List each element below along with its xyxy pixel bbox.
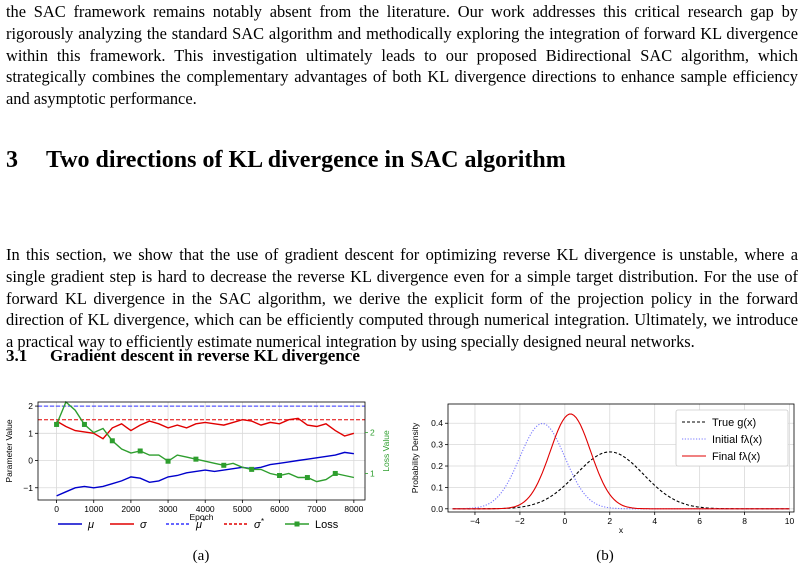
loss-marker	[109, 438, 115, 444]
x-tick-label: 0	[562, 516, 567, 526]
plot-frame	[447, 403, 795, 513]
legend-label: σ*	[254, 517, 265, 531]
subsection-heading: 3.1 Gradient descent in reverse KL diverg…	[6, 346, 360, 366]
subsection-title: Gradient descent in reverse KL divergenc…	[50, 346, 360, 365]
legend-label: Initial fλ(x)	[712, 434, 762, 446]
chart-probability-density: −4 −2 0 2 4 6 8 10 0.0 0.1 0.2 0.3 0.4 x Probability D…	[410, 403, 795, 535]
paragraph-intro: the SAC framework remains notably absent…	[6, 2, 798, 109]
legend-label: True g(x)	[712, 417, 756, 429]
loss-marker	[81, 421, 87, 427]
y-tick-label: 0	[28, 456, 33, 466]
paragraph-section: In this section, we show that the use of…	[6, 245, 798, 352]
loss-marker	[193, 456, 199, 462]
legend-label: σ	[140, 519, 147, 531]
y-tick-label: 1	[28, 428, 33, 438]
loss-marker	[332, 470, 338, 476]
legend-box	[675, 409, 789, 467]
x-tick-label: 3000	[159, 504, 178, 514]
y-tick-label: −1	[23, 483, 33, 493]
y-axis-label: Parameter Value	[4, 419, 14, 482]
y-tick-label: 0.4	[431, 418, 443, 428]
x-tick-label: −4	[470, 516, 480, 526]
loss-marker	[249, 466, 255, 472]
x-tick-label: 2	[607, 516, 612, 526]
x-tick-label: 0	[54, 504, 59, 514]
x-tick-label: 2000	[121, 504, 140, 514]
loss-series-line	[55, 400, 355, 483]
section-title: Two directions of KL divergence in SAC a…	[46, 147, 566, 173]
y-right-tick-label: 1	[370, 468, 375, 478]
subsection-number: 3.1	[6, 346, 28, 365]
chart-parameter-loss: 0 1000 2000 3000 4000 5000 6000 7000 8000 −1 0 1 2 1 2…	[4, 400, 391, 531]
x-tick-label: 8000	[344, 504, 363, 514]
legend-label: μ*	[195, 517, 206, 531]
loss-marker	[54, 421, 60, 427]
legend-marker	[294, 521, 300, 527]
y-tick-label: 0.3	[431, 440, 443, 450]
x-tick-label: 8	[742, 516, 747, 526]
figure-b: −4 −2 0 2 4 6 8 10 0.0 0.1 0.2 0.3 0.4 x Probability D…	[406, 396, 802, 546]
x-tick-label: 6	[697, 516, 702, 526]
legend-label: Loss	[315, 519, 339, 531]
caption-a: (a)	[192, 548, 210, 564]
legend-label: μ	[87, 519, 94, 531]
sigma-series-line	[56, 417, 355, 440]
y-right-axis-label: Loss Value	[381, 430, 391, 472]
mu-series-line	[56, 451, 354, 497]
caption-b: (b)	[596, 548, 614, 564]
final-density-curve	[452, 413, 790, 510]
x-tick-label: 1000	[84, 504, 103, 514]
y-axis-label: Probability Density	[410, 422, 420, 493]
y-tick-label: 0.0	[431, 504, 443, 514]
y-tick-label: 0.2	[431, 461, 443, 471]
x-tick-label: 7000	[307, 504, 326, 514]
x-axis-label: Epoch	[189, 512, 213, 522]
legend-label: Final fλ(x)	[712, 451, 760, 463]
loss-marker	[221, 462, 227, 468]
figure-a: 0 1000 2000 3000 4000 5000 6000 7000 8000 −1 0 1 2 1 2…	[0, 396, 400, 546]
loss-marker	[277, 473, 283, 478]
x-tick-label: 4000	[196, 504, 215, 514]
x-tick-label: 10	[785, 516, 795, 526]
x-tick-label: 5000	[233, 504, 252, 514]
y-tick-label: 0.1	[431, 482, 443, 492]
section-heading: 3 Two directions of KL divergence in SAC …	[6, 147, 566, 174]
loss-marker	[137, 448, 143, 454]
plot-frame	[37, 401, 366, 501]
x-tick-label: −2	[515, 516, 525, 526]
y-tick-label: 2	[28, 401, 33, 411]
x-tick-label: 6000	[270, 504, 289, 514]
loss-marker	[304, 475, 310, 481]
section-number: 3	[6, 147, 18, 173]
x-axis-label: x	[619, 525, 624, 535]
loss-marker	[165, 458, 171, 464]
y-right-tick-label: 2	[370, 428, 375, 438]
x-tick-label: 4	[652, 516, 657, 526]
